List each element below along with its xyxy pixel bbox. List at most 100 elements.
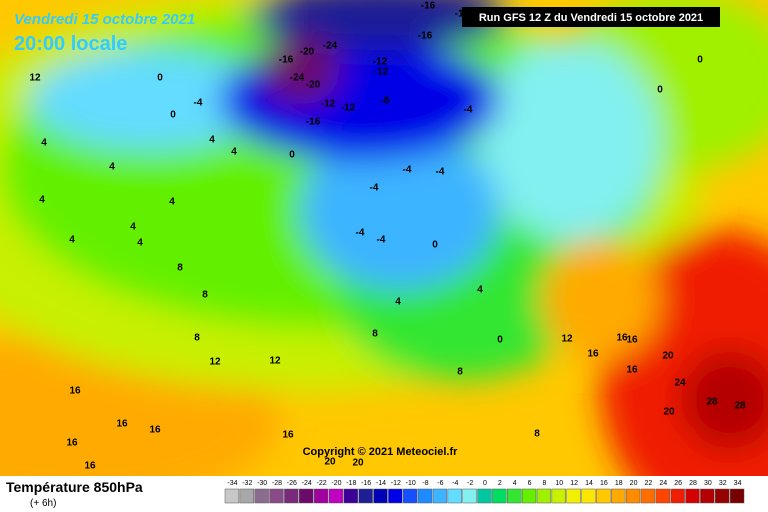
scale-swatch bbox=[521, 488, 537, 504]
contour-label: -16 bbox=[279, 55, 294, 66]
scale-label: 14 bbox=[585, 480, 593, 487]
scale-label: 6 bbox=[528, 480, 532, 487]
scale-swatch bbox=[640, 488, 656, 504]
contour-label: 4 bbox=[231, 147, 237, 158]
scale-swatch bbox=[611, 488, 626, 504]
contour-label: 16 bbox=[116, 419, 128, 430]
contour-label: 12 bbox=[209, 357, 221, 368]
scale-swatch bbox=[685, 488, 700, 504]
contour-label: 0 bbox=[432, 240, 438, 251]
scale-swatch bbox=[536, 488, 552, 504]
footer-title: Température 850hPa bbox=[6, 479, 143, 495]
contour-label: -4 bbox=[464, 105, 473, 116]
contour-label: 16 bbox=[587, 349, 599, 360]
scale-label: 10 bbox=[555, 480, 563, 487]
contour-label: 0 bbox=[657, 85, 663, 96]
contour-label: 16 bbox=[69, 386, 81, 397]
scale-label: 30 bbox=[704, 480, 712, 487]
contour-label: 12 bbox=[561, 334, 573, 345]
contour-label: 16 bbox=[149, 425, 161, 436]
contour-label: 20 bbox=[662, 351, 674, 362]
contour-label: 28 bbox=[706, 397, 718, 408]
scale-swatch bbox=[551, 488, 566, 504]
scale-swatch bbox=[239, 488, 254, 504]
contour-label: 12 bbox=[269, 356, 281, 367]
contour-label: 4 bbox=[39, 195, 45, 206]
contour-label: 4 bbox=[130, 222, 136, 233]
run-info: Run GFS 12 Z du Vendredi 15 octobre 2021 bbox=[479, 12, 703, 24]
contour-label: 16 bbox=[616, 333, 628, 344]
contour-label: 16 bbox=[282, 430, 294, 441]
scale-swatch bbox=[254, 488, 269, 504]
scale-swatch bbox=[492, 488, 507, 504]
scale-swatch bbox=[358, 488, 373, 504]
contour-label: 8 bbox=[194, 333, 200, 344]
contour-label: 8 bbox=[202, 290, 208, 301]
scale-swatch bbox=[432, 488, 448, 504]
scale-swatch bbox=[596, 488, 611, 504]
contour-label: -24 bbox=[290, 73, 305, 84]
scale-swatch bbox=[388, 488, 403, 504]
contour-label: 16 bbox=[66, 438, 78, 449]
scale-label: 22 bbox=[645, 480, 653, 487]
scale-swatch bbox=[655, 488, 670, 504]
contour-label: 16 bbox=[626, 365, 638, 376]
scale-label: 16 bbox=[600, 480, 608, 487]
scale-label: 24 bbox=[659, 480, 667, 487]
run-box bbox=[462, 7, 720, 27]
contour-label: 4 bbox=[137, 238, 143, 249]
contour-label: 12 bbox=[29, 73, 41, 84]
contour-label: 20 bbox=[324, 457, 336, 468]
scale-label: -18 bbox=[346, 480, 356, 487]
scale-label: 26 bbox=[674, 480, 682, 487]
scale-swatch bbox=[581, 488, 596, 504]
scale-swatch bbox=[373, 488, 388, 504]
scale-label: -8 bbox=[422, 480, 428, 487]
scale-swatch bbox=[299, 488, 314, 504]
contour-label: 24 bbox=[674, 378, 686, 389]
contour-label: -16 bbox=[421, 1, 436, 12]
contour-label: -16 bbox=[418, 31, 433, 42]
contour-label: 8 bbox=[534, 429, 540, 440]
contour-label: -4 bbox=[194, 98, 203, 109]
contour-label: -8 bbox=[381, 96, 390, 107]
contour-label: -4 bbox=[403, 165, 412, 176]
scale-label: -6 bbox=[437, 480, 443, 487]
contour-label: 4 bbox=[477, 285, 483, 296]
contour-label: -20 bbox=[306, 80, 321, 91]
scale-swatch bbox=[507, 488, 522, 504]
scale-swatch bbox=[343, 488, 358, 504]
scale-label: -14 bbox=[376, 480, 386, 487]
contour-label: 8 bbox=[372, 329, 378, 340]
scale-swatch bbox=[313, 488, 329, 504]
scale-label: 8 bbox=[542, 480, 546, 487]
contour-label: 4 bbox=[109, 162, 115, 173]
contour-label: -24 bbox=[323, 41, 338, 52]
scale-label: -28 bbox=[272, 480, 282, 487]
contour-label: 4 bbox=[209, 135, 215, 146]
scale-label: -24 bbox=[302, 480, 312, 487]
scale-swatch bbox=[269, 488, 284, 504]
contour-label: 8 bbox=[457, 367, 463, 378]
scale-swatch bbox=[729, 488, 745, 504]
scale-label: -32 bbox=[242, 480, 252, 487]
scale-label: -10 bbox=[406, 480, 416, 487]
scale-label: -16 bbox=[361, 480, 371, 487]
copyright: Copyright © 2021 Meteociel.fr bbox=[303, 446, 459, 458]
scale-swatch bbox=[417, 488, 433, 504]
contour-label: -12 bbox=[373, 57, 388, 68]
scale-swatch bbox=[328, 488, 344, 504]
scale-label: -20 bbox=[331, 480, 341, 487]
contour-label: -4 bbox=[370, 183, 379, 194]
scale-label: -2 bbox=[467, 480, 473, 487]
contour-label: 28 bbox=[734, 401, 746, 412]
scale-swatch bbox=[566, 488, 581, 504]
contour-label: 20 bbox=[352, 458, 364, 469]
scale-label: -22 bbox=[317, 480, 327, 487]
contour-label: 0 bbox=[289, 150, 295, 161]
scale-label: 0 bbox=[483, 480, 487, 487]
scale-label: -34 bbox=[227, 480, 237, 487]
scale-swatch bbox=[403, 488, 418, 504]
contour-label: -4 bbox=[356, 228, 365, 239]
scale-label: -30 bbox=[257, 480, 267, 487]
